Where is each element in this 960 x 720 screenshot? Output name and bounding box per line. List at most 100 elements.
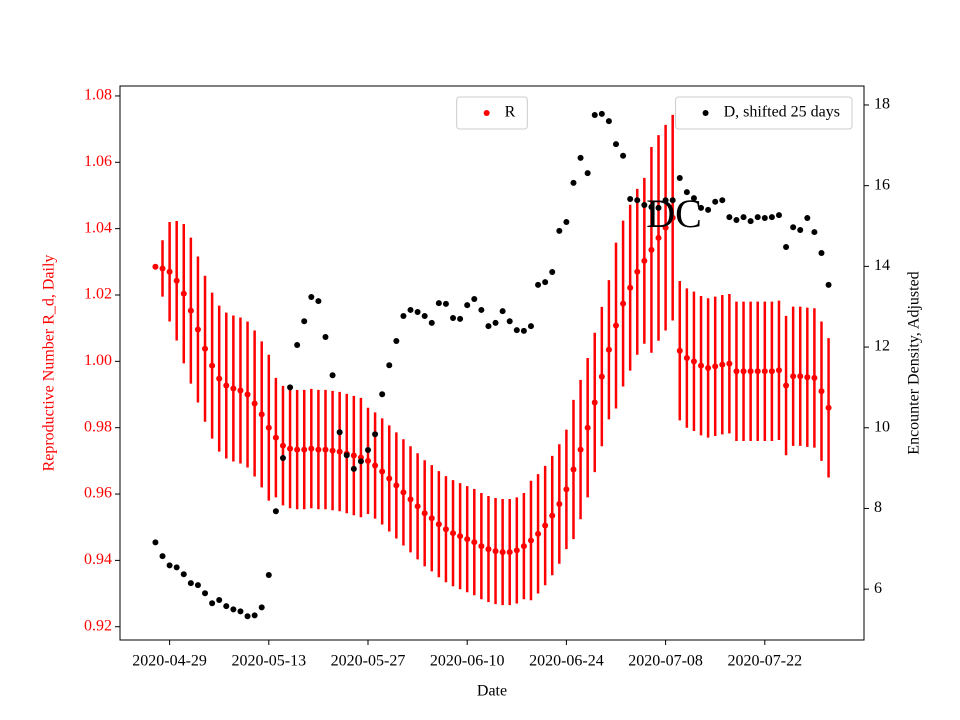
point bbox=[726, 214, 733, 221]
point bbox=[761, 214, 768, 221]
point bbox=[683, 189, 690, 196]
point bbox=[655, 204, 662, 211]
point bbox=[421, 510, 428, 517]
point bbox=[549, 269, 556, 276]
point bbox=[712, 363, 719, 370]
point bbox=[584, 170, 591, 177]
point bbox=[535, 530, 542, 537]
point bbox=[513, 327, 520, 334]
point bbox=[202, 590, 209, 597]
point bbox=[294, 446, 301, 453]
x-tick-label: 2020-07-22 bbox=[727, 653, 802, 670]
y-tick-label: 0.92 bbox=[84, 617, 112, 634]
point bbox=[591, 112, 598, 119]
y-axis-label: Reproductive Number R_d, Daily bbox=[41, 255, 58, 472]
point bbox=[322, 446, 329, 453]
y-tick-label: 0.98 bbox=[84, 418, 112, 435]
point bbox=[428, 319, 435, 326]
y-tick-label: 1.04 bbox=[84, 219, 112, 236]
point bbox=[336, 429, 343, 436]
point bbox=[350, 465, 357, 472]
point bbox=[365, 457, 371, 464]
point bbox=[719, 361, 726, 368]
x-tick-label: 2020-06-10 bbox=[430, 653, 505, 670]
point bbox=[194, 582, 201, 589]
point bbox=[570, 466, 577, 473]
point bbox=[393, 482, 400, 489]
point bbox=[641, 257, 648, 264]
point bbox=[641, 202, 648, 209]
point bbox=[202, 345, 209, 352]
point bbox=[230, 606, 237, 613]
point bbox=[173, 277, 180, 284]
y2-tick-label: 12 bbox=[874, 338, 890, 355]
point bbox=[159, 265, 166, 272]
point bbox=[527, 323, 534, 330]
point bbox=[811, 229, 818, 236]
point bbox=[279, 442, 286, 449]
point bbox=[442, 300, 449, 307]
point bbox=[478, 543, 485, 550]
point bbox=[669, 214, 676, 221]
point bbox=[747, 368, 754, 375]
point bbox=[591, 399, 598, 406]
point bbox=[733, 368, 740, 375]
y-tick-label: 1.02 bbox=[84, 286, 112, 303]
y2-tick-label: 6 bbox=[874, 580, 882, 597]
point bbox=[400, 489, 407, 496]
y2-tick-label: 14 bbox=[874, 257, 890, 274]
point bbox=[308, 445, 315, 452]
point bbox=[570, 179, 577, 186]
point bbox=[605, 118, 612, 125]
y-tick-label: 1.06 bbox=[84, 153, 112, 170]
point bbox=[180, 571, 187, 578]
point bbox=[400, 312, 407, 319]
point bbox=[464, 536, 471, 543]
point bbox=[457, 533, 464, 540]
point bbox=[173, 564, 180, 571]
point bbox=[379, 391, 386, 398]
point bbox=[329, 372, 336, 379]
point bbox=[471, 539, 478, 546]
point bbox=[244, 613, 251, 620]
point bbox=[556, 500, 563, 507]
point bbox=[265, 572, 272, 579]
x-tick-label: 2020-07-08 bbox=[628, 653, 703, 670]
point bbox=[209, 362, 216, 369]
point bbox=[442, 526, 449, 533]
x-tick-label: 2020-04-29 bbox=[132, 653, 207, 670]
point bbox=[152, 539, 159, 546]
point bbox=[216, 375, 223, 382]
point bbox=[194, 326, 201, 333]
point bbox=[648, 204, 655, 211]
point bbox=[365, 446, 371, 453]
point bbox=[563, 486, 570, 493]
point bbox=[279, 455, 286, 462]
legend-box bbox=[675, 96, 853, 130]
point bbox=[471, 296, 478, 303]
point bbox=[535, 281, 542, 288]
point bbox=[272, 434, 279, 441]
point bbox=[818, 388, 825, 395]
point bbox=[613, 322, 619, 329]
point bbox=[747, 218, 754, 225]
point bbox=[712, 198, 719, 205]
point bbox=[301, 446, 308, 453]
point bbox=[428, 515, 435, 522]
point bbox=[598, 373, 605, 380]
y2-axis-label: Encounter Density, Adjusted bbox=[906, 271, 923, 454]
point bbox=[563, 218, 570, 225]
point bbox=[620, 300, 627, 307]
point bbox=[237, 387, 244, 394]
point bbox=[549, 512, 556, 519]
point bbox=[393, 338, 400, 345]
point bbox=[790, 224, 797, 231]
point bbox=[435, 521, 442, 528]
point bbox=[244, 391, 251, 398]
point bbox=[648, 246, 655, 253]
point bbox=[620, 152, 627, 159]
point bbox=[577, 446, 584, 453]
point bbox=[166, 562, 173, 569]
point bbox=[499, 549, 506, 556]
